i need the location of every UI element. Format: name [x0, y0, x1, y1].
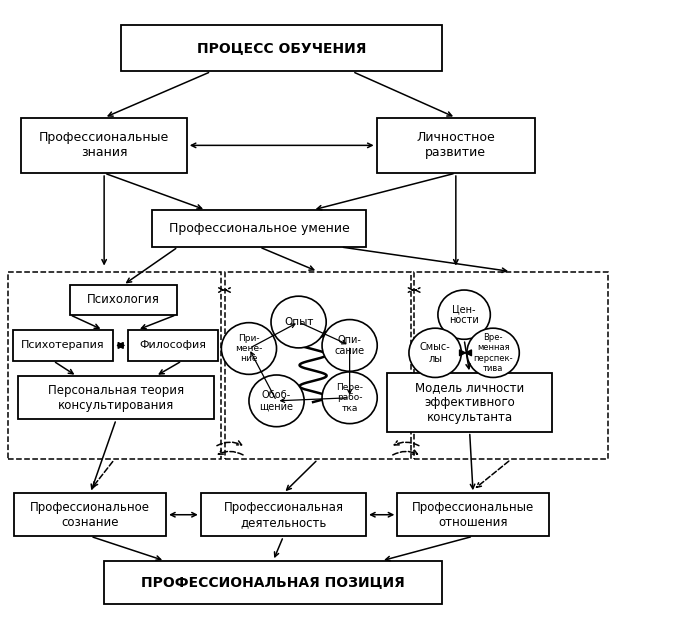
Text: ПРОФЕССИОНАЛЬНАЯ ПОЗИЦИЯ: ПРОФЕССИОНАЛЬНАЯ ПОЗИЦИЯ [141, 576, 405, 589]
Ellipse shape [409, 328, 462, 378]
Text: Личностное
развитие: Личностное развитие [417, 131, 495, 159]
Text: Психология: Психология [86, 293, 160, 307]
Ellipse shape [322, 320, 377, 371]
FancyBboxPatch shape [397, 493, 549, 536]
Text: Персональная теория
консультирования: Персональная теория консультирования [48, 384, 184, 412]
FancyBboxPatch shape [387, 373, 552, 432]
Ellipse shape [438, 290, 491, 339]
FancyBboxPatch shape [200, 493, 366, 536]
Text: Профессиональное
сознание: Профессиональное сознание [30, 501, 151, 529]
Text: Профессиональные
знания: Профессиональные знания [39, 131, 169, 159]
Ellipse shape [271, 296, 326, 348]
FancyBboxPatch shape [70, 285, 176, 315]
FancyBboxPatch shape [377, 118, 535, 173]
Text: ПРОЦЕСС ОБУЧЕНИЯ: ПРОЦЕСС ОБУЧЕНИЯ [197, 41, 366, 56]
Ellipse shape [221, 323, 276, 375]
Ellipse shape [249, 375, 304, 427]
FancyBboxPatch shape [153, 210, 366, 247]
Text: Смыс-
лы: Смыс- лы [419, 342, 451, 363]
Text: Психотерапия: Психотерапия [21, 341, 105, 350]
Text: Профессиональные
отношения: Профессиональные отношения [412, 501, 534, 529]
Text: Философия: Философия [140, 341, 207, 350]
FancyBboxPatch shape [18, 376, 214, 420]
Text: Обоб-
щение: Обоб- щение [260, 390, 294, 412]
Text: Профессиональная
деятельность: Профессиональная деятельность [223, 501, 343, 529]
Text: Модель личности
эффективного
консультанта: Модель личности эффективного консультант… [415, 381, 524, 424]
FancyBboxPatch shape [21, 118, 187, 173]
FancyBboxPatch shape [104, 561, 442, 604]
Text: Пере-
рабо-
тка: Пере- рабо- тка [336, 383, 363, 413]
Ellipse shape [322, 372, 377, 424]
FancyBboxPatch shape [13, 330, 113, 361]
FancyBboxPatch shape [15, 493, 167, 536]
Text: Профессиональное умение: Профессиональное умение [169, 222, 350, 235]
Text: При-
мене-
ние: При- мене- ние [235, 334, 263, 363]
Text: Цен-
ности: Цен- ности [449, 304, 479, 325]
Text: Вре-
менная
перспек-
тива: Вре- менная перспек- тива [473, 333, 513, 373]
Text: Опыт: Опыт [284, 317, 313, 327]
Text: Опи-
сание: Опи- сание [334, 334, 365, 356]
Ellipse shape [467, 328, 519, 378]
FancyBboxPatch shape [129, 330, 218, 361]
FancyBboxPatch shape [122, 25, 442, 72]
